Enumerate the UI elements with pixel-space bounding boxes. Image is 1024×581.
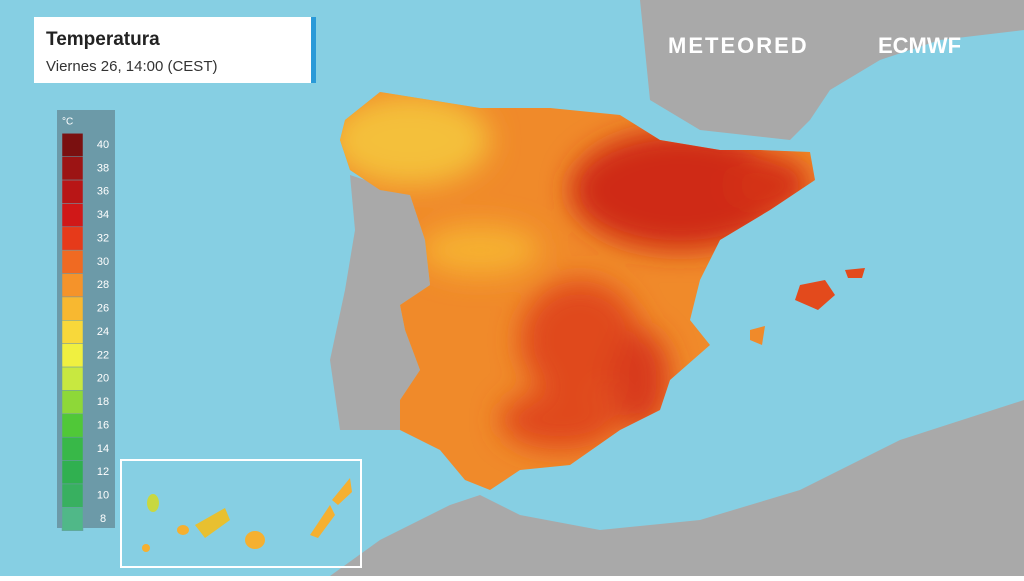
legend-label: 16	[97, 419, 109, 431]
header-panel	[34, 17, 316, 83]
legend-swatch	[61, 156, 84, 181]
africa	[330, 400, 1024, 576]
legend-swatch	[61, 343, 84, 368]
legend-label: 14	[97, 443, 109, 455]
legend-swatch	[61, 460, 84, 485]
legend-swatch	[61, 273, 84, 298]
legend-label: 22	[97, 349, 109, 361]
portugal	[330, 175, 430, 430]
legend-label: 24	[97, 326, 109, 338]
legend-swatch	[61, 296, 84, 321]
ibiza	[750, 326, 765, 345]
legend-swatch	[61, 320, 84, 344]
legend-label: 38	[97, 162, 109, 174]
legend-swatch	[61, 179, 84, 204]
subtitle: Viernes 26, 14:00 (CEST)	[46, 58, 217, 75]
canary-inset	[120, 459, 362, 568]
legend-label: 8	[100, 513, 106, 525]
legend-swatch	[61, 249, 84, 274]
legend-label: 10	[97, 490, 109, 502]
brand-logo: METEORED	[668, 33, 809, 58]
title: Temperatura	[46, 29, 160, 50]
legend-label: 40	[97, 139, 109, 151]
france	[640, 0, 1024, 140]
legend-label: 36	[97, 186, 109, 198]
legend-label: 20	[97, 373, 109, 385]
legend-swatch	[61, 507, 84, 531]
legend-label: 18	[97, 396, 109, 408]
legend-label: 28	[97, 279, 109, 291]
partner-logo: ECMWF	[878, 33, 961, 58]
legend-label: 12	[97, 466, 109, 478]
header-accent	[311, 17, 316, 83]
legend-swatch	[61, 483, 84, 508]
legend-label: 32	[97, 232, 109, 244]
legend-unit: °C	[62, 117, 73, 128]
legend-swatch	[61, 390, 84, 415]
legend: 40 38 36 34 32 30 28 26 24 22 20 18 16 14 12 10 8	[61, 133, 109, 531]
legend-label: 26	[97, 303, 109, 315]
canary-islands	[142, 478, 352, 552]
legend-swatch	[61, 226, 84, 251]
legend-swatch	[61, 133, 84, 157]
legend-label: 34	[97, 209, 109, 221]
legend-swatch	[61, 413, 84, 438]
legend-swatch	[61, 203, 84, 228]
legend-label: 30	[97, 256, 109, 268]
mallorca	[795, 280, 835, 310]
legend-swatch	[61, 366, 84, 391]
menorca	[845, 268, 865, 278]
legend-swatch	[61, 436, 84, 461]
